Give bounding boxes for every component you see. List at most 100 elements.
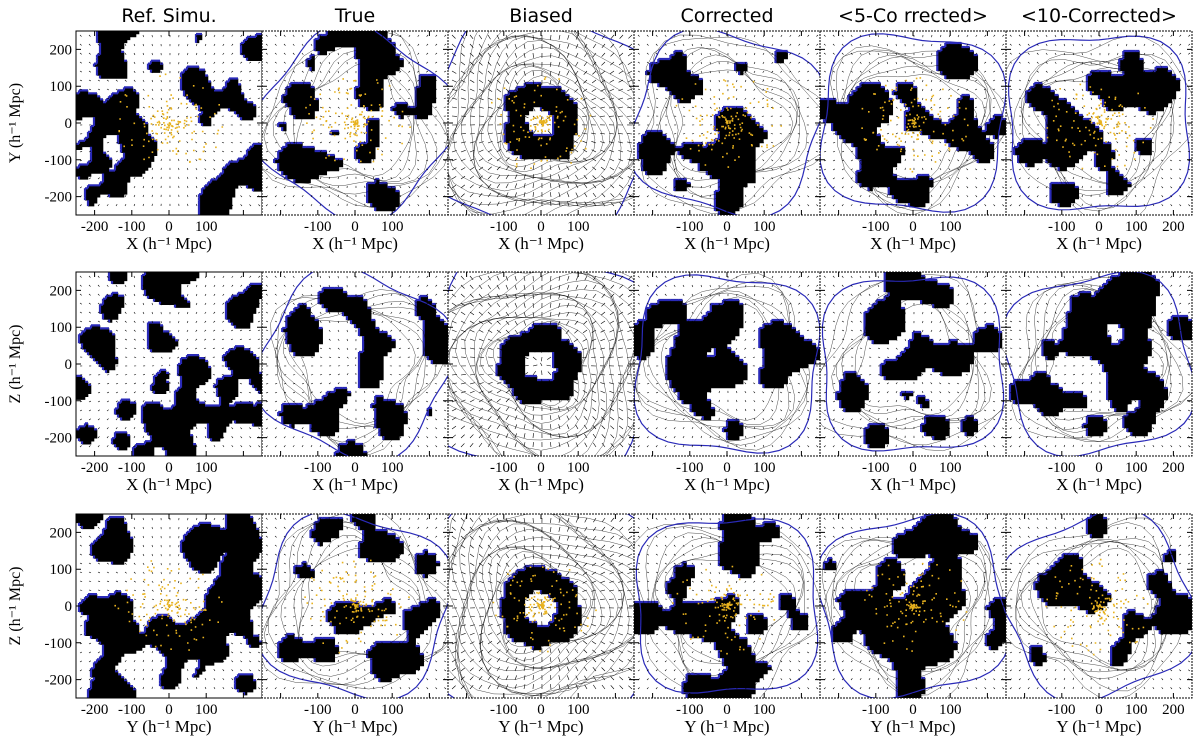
velocity-arrows (1009, 517, 1191, 690)
overdensity-field (638, 51, 788, 215)
x-axis-label: X (h⁻¹ Mpc) (1056, 475, 1142, 494)
tick-marks (76, 514, 262, 698)
y-tick-labels: 200 100 0 -100 -200 (45, 283, 73, 446)
panel-r2-c6: -100 0 100 200 X (h⁻¹ Mpc) (1005, 271, 1193, 494)
overdensity-field (836, 272, 1003, 449)
x-tick-labels: -100 0 100 (676, 219, 775, 235)
tick-marks (76, 31, 262, 215)
x-tick-label: 100 (381, 219, 404, 235)
x-axis-label: Y (h⁻¹ Mpc) (312, 717, 397, 736)
density-contours (820, 33, 1006, 215)
velocity-arrows (451, 275, 633, 448)
y-tick-labels: 200 100 0 -100 -200 (45, 525, 73, 688)
y-tick-label: -100 (45, 153, 73, 169)
underdensity-contour (634, 298, 820, 440)
x-axis-label: Y (h⁻¹ Mpc) (498, 717, 583, 736)
tick-marks (262, 31, 448, 215)
velocity-arrows (265, 517, 447, 690)
tick-marks (76, 272, 262, 456)
overdensity-field (1014, 51, 1181, 208)
x-axis-label: X (h⁻¹ Mpc) (684, 234, 770, 253)
overdensity-field (76, 272, 262, 456)
galaxy-points (675, 79, 782, 168)
x-tick-label: 0 (537, 460, 545, 476)
galaxy-points (304, 559, 410, 654)
y-tick-label: -100 (45, 636, 73, 652)
x-tick-label: -100 (304, 702, 332, 718)
x-tick-label: 0 (351, 460, 359, 476)
tick-marks (448, 514, 634, 698)
velocity-arrows (1009, 275, 1191, 448)
overdensity-field (76, 514, 262, 698)
tick-marks (634, 272, 820, 456)
x-tick-labels: -100 0 100 (304, 219, 403, 235)
velocity-arrows (79, 517, 261, 690)
tick-marks (1006, 272, 1192, 456)
x-tick-label: 200 (1162, 219, 1185, 235)
x-tick-label: -100 (676, 702, 704, 718)
velocity-arrows (265, 34, 447, 207)
density-contours (448, 31, 634, 215)
overdensity-field (76, 31, 262, 215)
underdensity-contour (1008, 272, 1192, 436)
column-titles: Ref. Simu. True Biased Corrected <5-Co rrect… (121, 5, 1177, 27)
x-axis-label: X (h⁻¹ Mpc) (1056, 234, 1142, 253)
row-axis-labels: Y (h⁻¹ Mpc) Z (h⁻¹ Mpc) Z (h⁻¹ Mpc) (7, 83, 24, 646)
y-tick-labels: 200 100 0 -100 -200 (45, 42, 73, 205)
y-tick-label: 200 (50, 42, 73, 58)
velocity-arrows (823, 275, 1005, 448)
column-title: Biased (509, 5, 573, 27)
column-title: <10-Corrected> (1021, 5, 1177, 27)
x-tick-labels: -200 -100 0 100 (81, 219, 218, 235)
y-tick-label: 200 (50, 525, 73, 541)
x-axis-label: X (h⁻¹ Mpc) (870, 475, 956, 494)
underdensity-contour (1013, 49, 1180, 207)
x-tick-label: -100 (862, 219, 890, 235)
x-tick-label: 100 (195, 702, 218, 718)
density-contours (262, 514, 448, 698)
underdensity-contour (273, 31, 436, 211)
y-tick-label: -200 (45, 431, 73, 447)
column-title: Ref. Simu. (121, 5, 216, 27)
velocity-arrows (823, 34, 1005, 207)
overdensity-field (496, 324, 582, 405)
x-tick-label: 100 (567, 219, 590, 235)
x-tick-label: 100 (939, 460, 962, 476)
x-axis-label: X (h⁻¹ Mpc) (126, 234, 212, 253)
x-tick-label: 0 (537, 219, 545, 235)
x-tick-labels: -100 0 100 (676, 702, 775, 718)
x-tick-label: 100 (195, 219, 218, 235)
x-tick-label: 100 (567, 460, 590, 476)
x-tick-labels: -100 0 100 (304, 460, 403, 476)
y-tick-label: -100 (45, 394, 73, 410)
x-tick-label: 0 (1095, 702, 1103, 718)
x-tick-labels: -100 0 100 (862, 219, 961, 235)
x-axis-label: Y (h⁻¹ Mpc) (1056, 717, 1141, 736)
x-tick-label: -100 (118, 219, 146, 235)
x-axis-label: Y (h⁻¹ Mpc) (684, 717, 769, 736)
x-axis-label: X (h⁻¹ Mpc) (312, 234, 398, 253)
underdensity-contour (76, 272, 262, 456)
y-tick-label: -200 (45, 190, 73, 206)
tick-marks (1006, 514, 1192, 698)
overdensity-field (500, 566, 582, 651)
x-tick-labels: -100 0 100 (862, 702, 961, 718)
tick-marks (634, 514, 820, 698)
panel-r1-c6: -100 0 100 200 X (h⁻¹ Mpc) (1005, 30, 1193, 253)
velocity-arrows (79, 275, 261, 448)
x-tick-label: -100 (304, 460, 332, 476)
x-tick-label: -100 (490, 702, 518, 718)
x-tick-label: 0 (909, 460, 917, 476)
x-axis-label: Y (h⁻¹ Mpc) (870, 717, 955, 736)
velocity-arrows (823, 517, 1005, 690)
x-tick-label: -100 (676, 460, 704, 476)
